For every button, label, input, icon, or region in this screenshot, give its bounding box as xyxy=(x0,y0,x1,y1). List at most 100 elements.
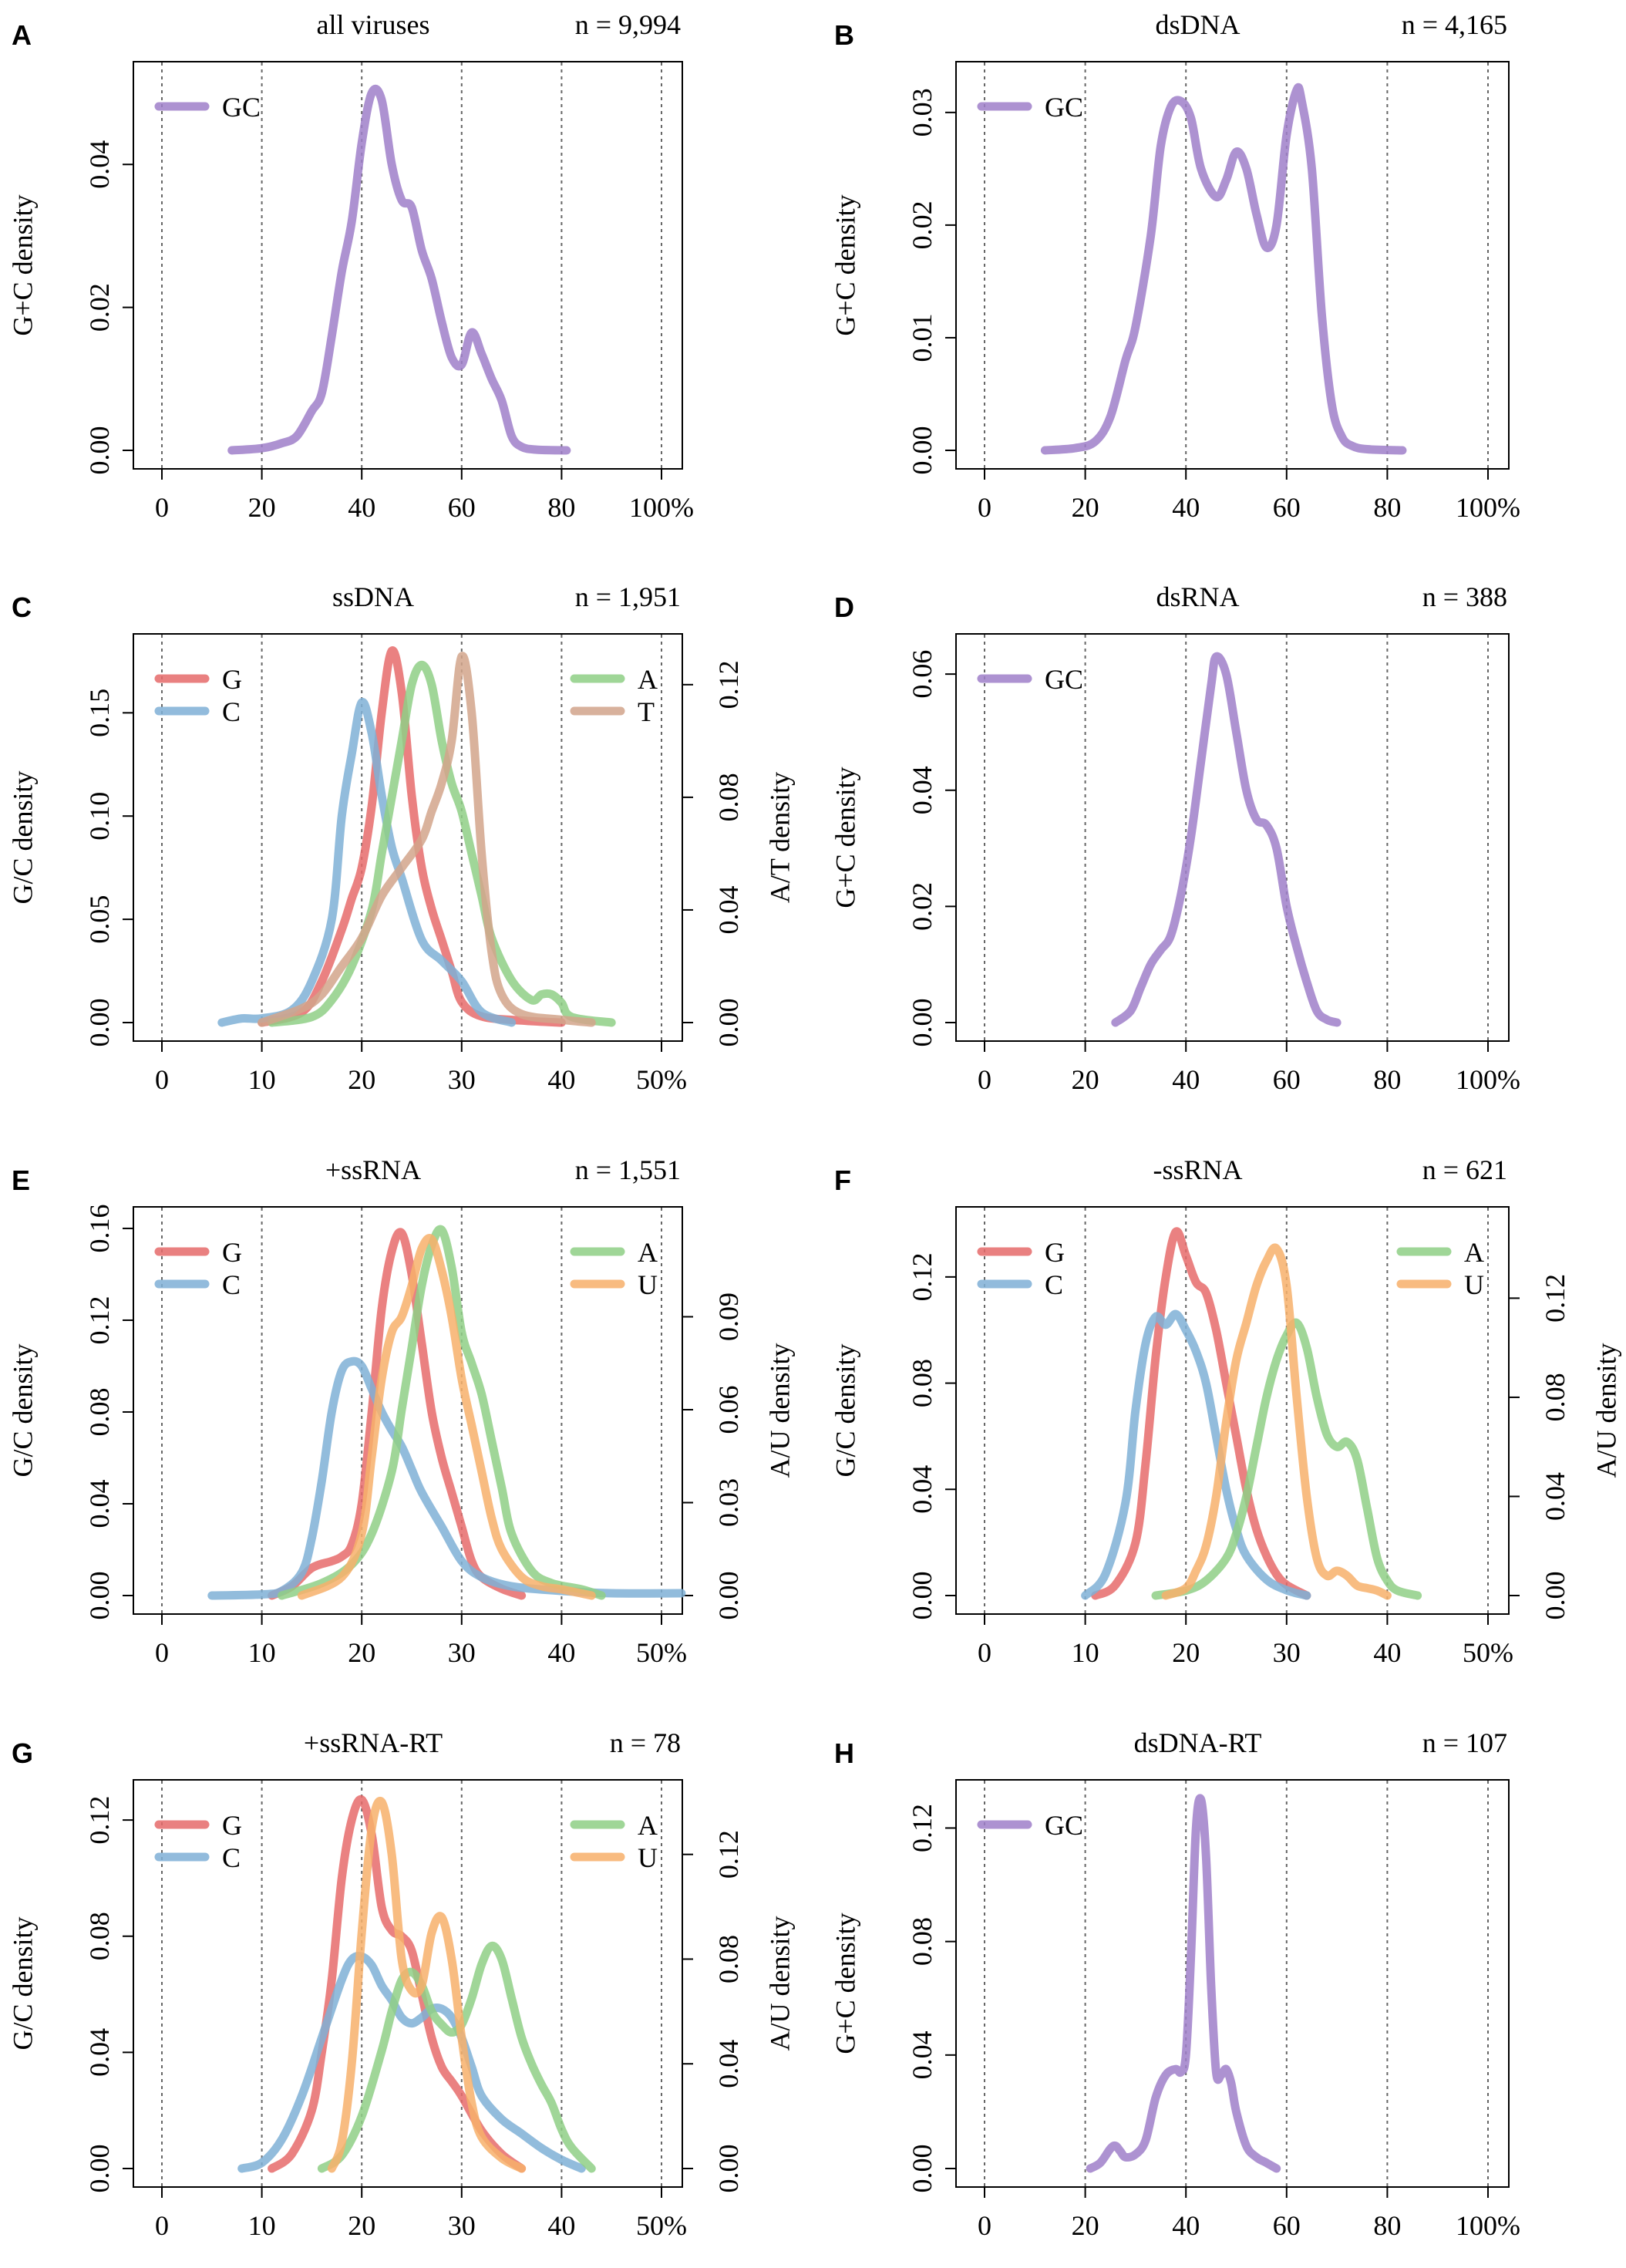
panel-title: dsRNA xyxy=(1156,581,1239,612)
x-tick-label: 40 xyxy=(1373,1637,1401,1668)
sample-size: n = 1,551 xyxy=(575,1154,681,1185)
x-tick-label: 80 xyxy=(1373,492,1401,523)
plot-frame xyxy=(955,1779,1510,2188)
y-tick-label-right: 0.04 xyxy=(713,885,744,934)
series-line-g xyxy=(1091,1227,1311,1600)
left-axis: 0.00 0.01 0.02 0.03 G+C density xyxy=(830,88,956,475)
panel-e: 0 10 20 30 40 50% 0.00 0.04 0.08 0.12 0.16 G/C dens… xyxy=(7,1154,795,1668)
y-tick-label: 0.06 xyxy=(907,650,938,699)
y-tick-label: 0.00 xyxy=(907,999,938,1047)
sample-size: n = 9,994 xyxy=(575,9,681,40)
legend-label: C xyxy=(1045,1269,1063,1300)
y-tick-label: 0.00 xyxy=(84,2145,115,2193)
y-tick-label: 0.00 xyxy=(907,1572,938,1620)
x-tick-label: 50% xyxy=(1463,1637,1513,1668)
y-tick-label: 0.16 xyxy=(84,1204,115,1252)
series-group xyxy=(207,1225,686,1600)
x-tick-label: 20 xyxy=(348,1637,375,1668)
x-tick-label: 30 xyxy=(448,1064,476,1095)
y-tick-label-right: 0.09 xyxy=(713,1292,744,1341)
x-tick-label: 80 xyxy=(1373,2210,1401,2241)
left-axis: 0.00 0.02 0.04 0.06 G+C density xyxy=(830,650,956,1047)
series-group xyxy=(227,84,571,455)
x-tick-label: 50% xyxy=(636,1637,687,1668)
y-tick-label: 0.10 xyxy=(84,792,115,841)
x-tick-label: 0 xyxy=(155,492,169,523)
gridlines xyxy=(984,1208,1489,1613)
gridlines xyxy=(161,1208,662,1613)
series-line-gc xyxy=(227,84,571,455)
series-line-c xyxy=(237,1951,586,2173)
series-line-c xyxy=(1081,1309,1311,1600)
left-axis: 0.00 0.05 0.10 0.15 G/C density xyxy=(7,689,133,1047)
y-tick-label-right: 0.00 xyxy=(713,1572,744,1620)
legend: GC AU xyxy=(154,1810,658,1873)
x-tick-label: 40 xyxy=(348,492,375,523)
left-axis: 0.00 0.02 0.04 G+C density xyxy=(7,140,133,475)
plot-frame xyxy=(955,1206,1510,1615)
y-tick-label-right: 0.03 xyxy=(713,1478,744,1527)
series-line-t xyxy=(258,652,596,1027)
series-group xyxy=(237,1795,596,2173)
y-tick-label: 0.12 xyxy=(907,1252,938,1301)
x-axis: 0 20 40 60 80 100% xyxy=(978,1041,1520,1095)
legend-label: A xyxy=(1464,1237,1484,1268)
panel-letter: H xyxy=(834,1737,854,1769)
x-tick-label: 30 xyxy=(448,1637,476,1668)
x-tick-label: 40 xyxy=(1172,2210,1200,2241)
legend-label: A xyxy=(638,1237,658,1268)
y-axis-label-right: A/U density xyxy=(764,1916,795,2051)
legend-label: GC xyxy=(1045,664,1083,695)
panel-title: +ssRNA-RT xyxy=(304,1727,443,1758)
panel-letter: D xyxy=(834,591,854,623)
sample-size: n = 1,951 xyxy=(575,581,681,612)
x-tick-label: 10 xyxy=(248,1637,276,1668)
x-tick-label: 100% xyxy=(629,492,694,523)
x-tick-label: 100% xyxy=(1456,1064,1520,1095)
legend-label: GC xyxy=(1045,92,1083,123)
x-tick-label: 10 xyxy=(248,2210,276,2241)
y-tick-label-right: 0.08 xyxy=(713,1935,744,1983)
y-axis-label-right: A/U density xyxy=(764,1343,795,1478)
y-axis-label: G+C density xyxy=(7,194,38,335)
sample-size: n = 388 xyxy=(1422,581,1507,612)
panel-a: 0 20 40 60 80 100% 0.00 0.02 0.04 G+C density all … xyxy=(7,9,694,523)
y-tick-label: 0.04 xyxy=(84,1479,115,1528)
right-axis: 0.00 0.04 0.08 0.12 A/U density xyxy=(682,1830,795,2193)
legend-label: C xyxy=(222,1269,241,1300)
legend-label: G xyxy=(222,1810,242,1841)
y-tick-label-right: 0.00 xyxy=(1540,1572,1570,1620)
x-axis: 0 20 40 60 80 100% xyxy=(978,469,1520,523)
series-line-gc xyxy=(1086,1794,1281,2173)
y-axis-label: G+C density xyxy=(830,1912,860,2054)
y-axis-label: G/C density xyxy=(7,1916,38,2050)
gridlines xyxy=(984,62,1489,468)
series-line-gc xyxy=(1111,652,1342,1027)
panel-title: ssDNA xyxy=(332,581,414,612)
x-tick-label: 20 xyxy=(1072,1064,1099,1095)
panel-letter: B xyxy=(834,19,854,51)
x-tick-label: 50% xyxy=(636,1064,687,1095)
series-line-u xyxy=(1161,1243,1392,1600)
x-tick-label: 20 xyxy=(248,492,276,523)
y-tick-label: 0.08 xyxy=(84,1912,115,1960)
x-tick-label: 60 xyxy=(1273,2210,1301,2241)
x-tick-label: 0 xyxy=(978,1064,991,1095)
left-axis: 0.00 0.04 0.08 0.12 G/C density xyxy=(7,1796,133,2193)
right-axis: 0.00 0.04 0.08 0.12 A/T density xyxy=(682,660,795,1047)
x-tick-label: 0 xyxy=(155,1637,169,1668)
y-tick-label: 0.08 xyxy=(907,1917,938,1966)
sample-size: n = 4,165 xyxy=(1402,9,1507,40)
y-tick-label-right: 0.00 xyxy=(713,2145,744,2193)
x-tick-label: 10 xyxy=(248,1064,276,1095)
legend-label: GC xyxy=(1045,1810,1083,1841)
y-tick-label: 0.02 xyxy=(907,882,938,931)
x-tick-label: 30 xyxy=(448,2210,476,2241)
legend: GC AT xyxy=(154,664,658,727)
series-line-gc xyxy=(1040,83,1407,455)
panel-letter: E xyxy=(12,1164,30,1196)
plot-frame xyxy=(133,633,683,1042)
y-axis-label: G+C density xyxy=(830,194,860,335)
y-tick-label: 0.00 xyxy=(84,426,115,475)
plot-frame xyxy=(955,633,1510,1042)
